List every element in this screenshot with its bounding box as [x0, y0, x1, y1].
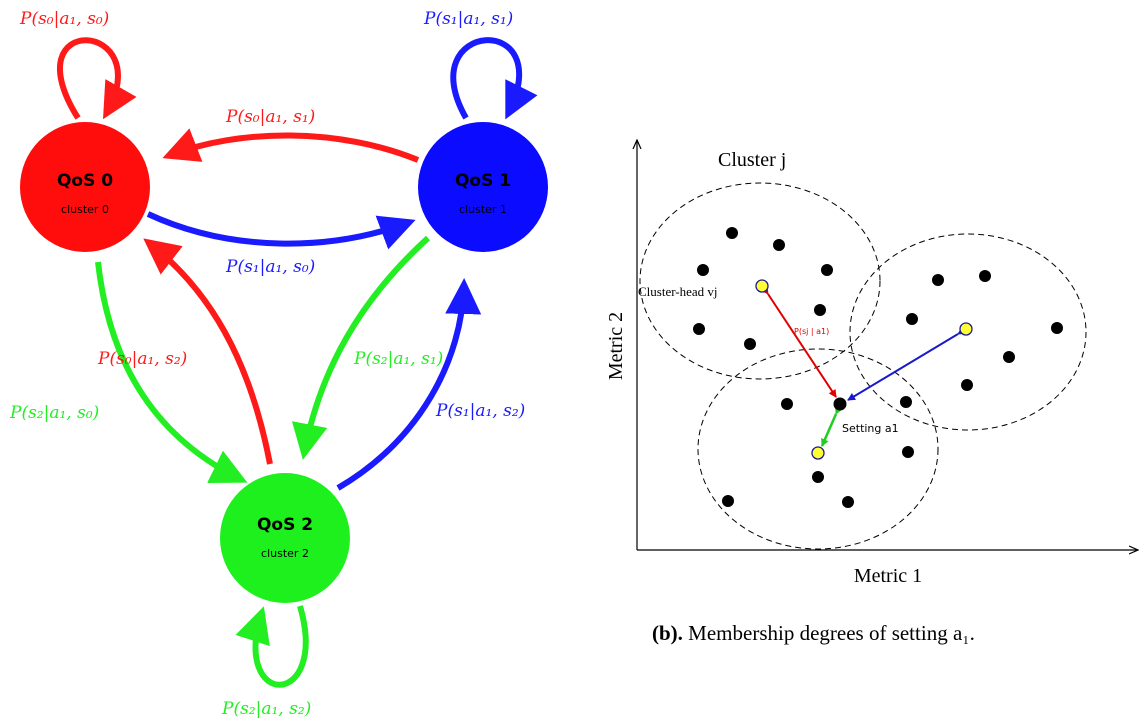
- data-point: [906, 313, 918, 325]
- cluster-head-top: [755, 279, 769, 293]
- label-p20: P(s₂|a₁, s₀): [9, 403, 99, 423]
- node-qos2-sub: cluster 2: [261, 547, 309, 560]
- setting-label: Setting a1: [842, 422, 899, 435]
- cluster-ellipse-right: [849, 233, 1087, 431]
- data-point: [1051, 322, 1063, 334]
- data-point: [821, 264, 833, 276]
- arrow-blue-membership: [847, 326, 967, 401]
- figure-caption: (b). Membership degrees of setting a₁.: [652, 621, 975, 645]
- edge-s1-to-s0: [162, 128, 420, 163]
- data-point: [979, 270, 991, 282]
- cluster-head-bottom: [811, 446, 825, 460]
- cluster-ellipse-top: [639, 182, 881, 380]
- data-point: [773, 239, 785, 251]
- label-p21: P(s₂|a₁, s₁): [353, 349, 443, 369]
- cluster-ellipse-bottom: [697, 348, 939, 550]
- data-point: [842, 496, 854, 508]
- label-p22: P(s₂|a₁, s₂): [221, 699, 311, 719]
- node-qos1-title: QoS 1: [455, 171, 511, 191]
- data-points: [693, 227, 1063, 508]
- membership-prob-label: P(sj | a1): [794, 327, 829, 336]
- node-qos2: QoS 2 cluster 2: [220, 473, 350, 603]
- label-p02: P(s₀|a₁, s₂): [97, 349, 187, 369]
- edge-s2-to-s0: [143, 238, 273, 465]
- node-qos1-sub: cluster 1: [459, 203, 507, 216]
- y-axis-label: Metric 2: [605, 312, 627, 380]
- label-p00: P(s₀|a₁, s₀): [19, 9, 109, 29]
- label-p12: P(s₁|a₁, s₂): [435, 401, 525, 421]
- data-point: [961, 379, 973, 391]
- cluster-j-label: Cluster j: [718, 149, 786, 171]
- caption-bold: (b).: [652, 621, 683, 645]
- self-loop-s0: [56, 37, 137, 120]
- data-point: [900, 396, 912, 408]
- node-qos1: QoS 1 cluster 1: [418, 122, 548, 252]
- cluster-plot: Metric 1 Metric 2 Cluster j: [605, 140, 1138, 645]
- data-point: [814, 304, 826, 316]
- edge-s0-to-s1: [146, 211, 416, 250]
- edge-s0-to-s2: [95, 261, 248, 484]
- edge-s1-to-s2: [291, 235, 431, 460]
- data-point: [932, 274, 944, 286]
- data-point: [697, 264, 709, 276]
- setting-point: [833, 397, 847, 411]
- x-axis-label: Metric 1: [854, 565, 922, 587]
- label-p01: P(s₀|a₁, s₁): [225, 107, 315, 127]
- data-point: [722, 495, 734, 507]
- node-qos0-sub: cluster 0: [61, 203, 109, 216]
- data-point: [902, 446, 914, 458]
- node-qos2-title: QoS 2: [257, 515, 313, 535]
- data-point: [744, 338, 756, 350]
- cluster-head-label: Cluster-head vj: [638, 284, 718, 299]
- markov-chain: QoS 0 cluster 0 QoS 1 cluster 1 QoS 2 cl…: [9, 9, 548, 719]
- self-loop-s2: [235, 605, 309, 688]
- label-p10: P(s₁|a₁, s₀): [225, 257, 315, 277]
- edge-s2-to-s1: [336, 278, 482, 491]
- label-p11: P(s₁|a₁, s₁): [423, 9, 513, 29]
- arrow-green-membership: [820, 405, 843, 447]
- data-point: [693, 323, 705, 335]
- node-qos0-title: QoS 0: [57, 171, 113, 191]
- cluster-head-right: [959, 322, 973, 336]
- data-point: [812, 471, 824, 483]
- data-point: [1003, 351, 1015, 363]
- self-loop-s1: [450, 37, 538, 120]
- data-point: [781, 398, 793, 410]
- node-qos0: QoS 0 cluster 0: [20, 122, 150, 252]
- data-point: [726, 227, 738, 239]
- caption-text: Membership degrees of setting a₁.: [683, 621, 975, 645]
- arrow-red-membership: [760, 285, 837, 398]
